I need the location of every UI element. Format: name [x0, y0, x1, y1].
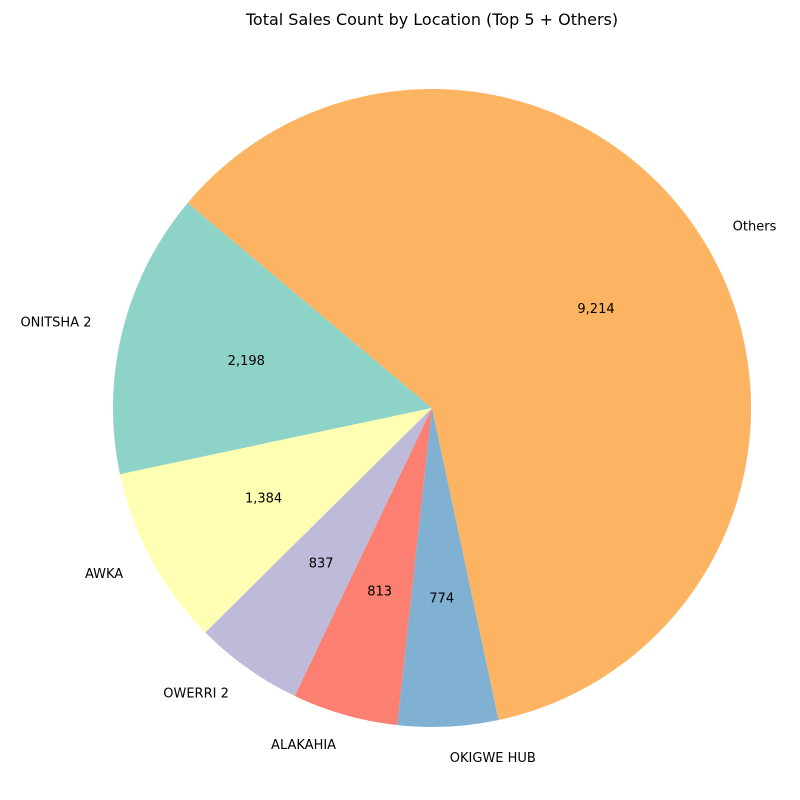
value-label-owerri-2: 837 — [309, 557, 334, 572]
category-label-awka: AWKA — [85, 567, 123, 582]
value-label-alakahia: 813 — [367, 585, 392, 600]
value-label-awka: 1,384 — [245, 491, 282, 506]
value-label-onitsha-2: 2,198 — [228, 354, 265, 369]
pie-slice-okigwe-hub — [397, 408, 499, 728]
pie-labels: ONITSHA 2 2,198 AWKA 1,384 OWERRI 2 837 ALAKAH… — [20, 220, 776, 766]
category-label-others: Others — [733, 220, 777, 235]
pie-slice-onitsha-2 — [112, 202, 432, 475]
category-label-onitsha-2: ONITSHA 2 — [20, 316, 91, 331]
value-label-others: 9,214 — [577, 302, 614, 317]
value-label-okigwe-hub: 774 — [429, 592, 454, 607]
pie-slice-owerri-2 — [205, 408, 432, 696]
chart-title: Total Sales Count by Location (Top 5 + O… — [245, 10, 619, 29]
category-label-owerri-2: OWERRI 2 — [163, 687, 229, 702]
pie-slice-alakahia — [294, 408, 432, 726]
pie-slice-awka — [119, 408, 433, 633]
pie-slice-others — [187, 88, 751, 720]
pie-slices — [112, 88, 751, 728]
category-label-alakahia: ALAKAHIA — [271, 738, 336, 753]
category-label-okigwe-hub: OKIGWE HUB — [450, 751, 536, 766]
